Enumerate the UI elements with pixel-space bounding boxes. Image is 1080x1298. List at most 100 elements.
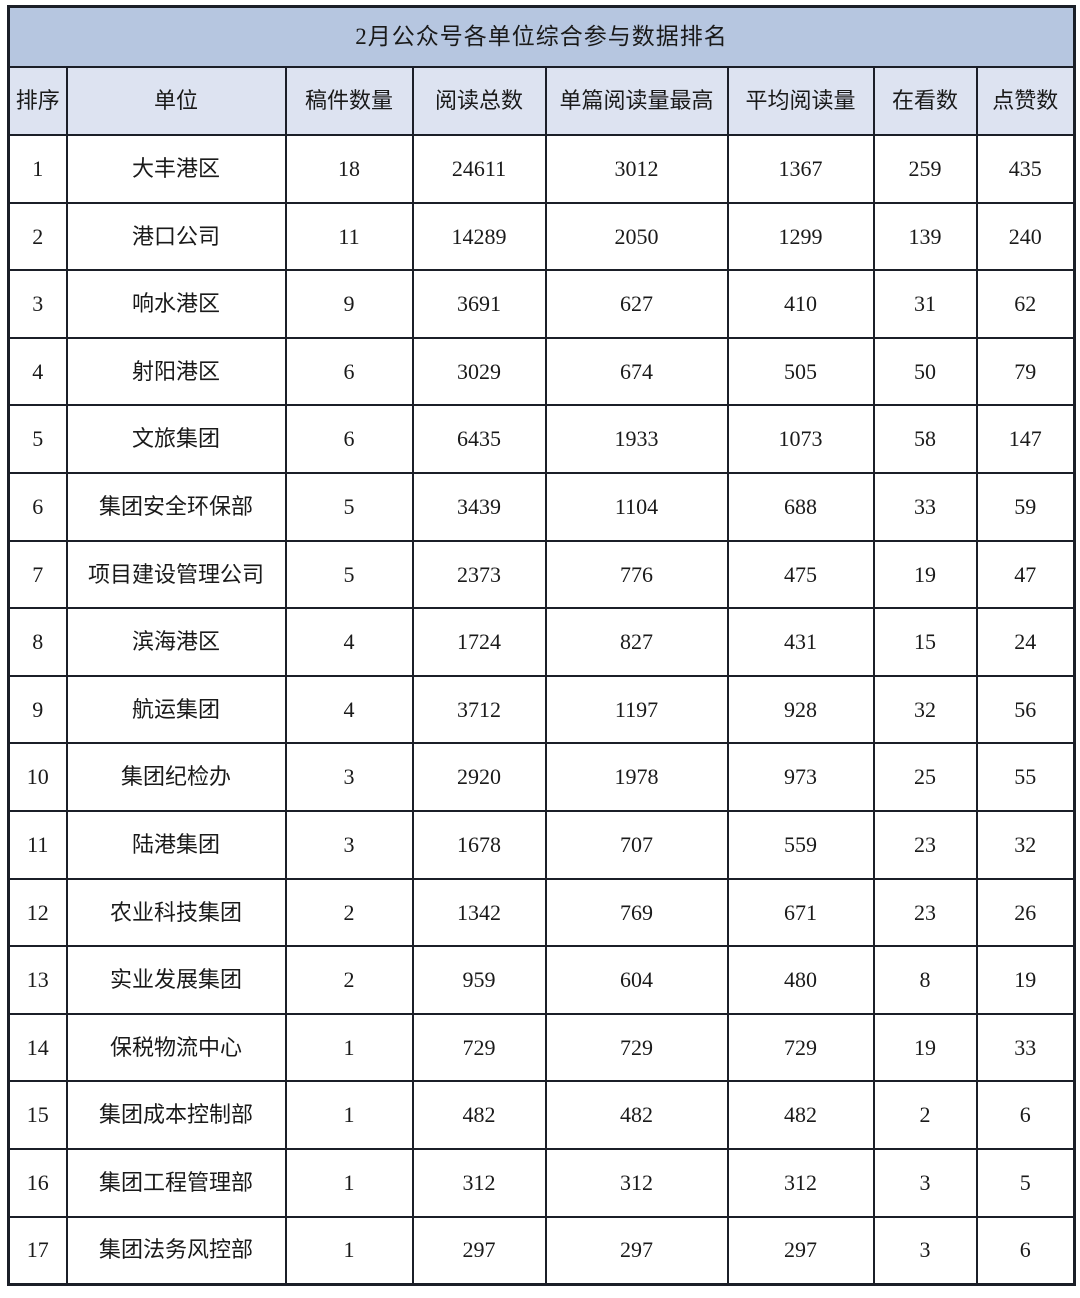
total-reads-cell: 297 xyxy=(411,1215,547,1286)
max-single-reads-cell: 482 xyxy=(544,1080,729,1150)
article-count-cell: 3 xyxy=(284,809,414,880)
article-count-cell: 2 xyxy=(284,877,414,948)
table-row: 4 射阳港区 6 3029 674 505 50 79 xyxy=(7,336,1076,407)
total-reads-cell: 2920 xyxy=(411,742,547,812)
article-count-cell: 11 xyxy=(284,201,414,272)
table-row: 17 集团法务风控部 1 297 297 297 3 6 xyxy=(7,1215,1076,1286)
like-count-cell: 6 xyxy=(975,1080,1076,1150)
rank-cell: 15 xyxy=(7,1080,68,1150)
unit-cell: 航运集团 xyxy=(65,674,287,745)
total-reads-cell: 312 xyxy=(411,1147,547,1218)
total-reads-cell: 14289 xyxy=(411,201,547,272)
max-single-reads-cell: 776 xyxy=(544,539,729,610)
wow-count-cell: 19 xyxy=(872,539,978,610)
table-row: 7 项目建设管理公司 5 2373 776 475 19 47 xyxy=(7,539,1076,610)
like-count-cell: 26 xyxy=(975,877,1076,948)
table-row: 11 陆港集团 3 1678 707 559 23 32 xyxy=(7,809,1076,880)
like-count-cell: 55 xyxy=(975,742,1076,812)
wow-count-cell: 259 xyxy=(872,134,978,204)
unit-cell: 保税物流中心 xyxy=(65,1012,287,1083)
table-row: 13 实业发展集团 2 959 604 480 8 19 xyxy=(7,945,1076,1015)
max-single-reads-cell: 1104 xyxy=(544,471,729,542)
ranking-table: 2月公众号各单位综合参与数据排名 排序 单位 稿件数量 阅读总数 单篇阅读量最高 平均阅读… xyxy=(7,5,1076,1286)
max-single-reads-cell: 627 xyxy=(544,269,729,339)
avg-reads-cell: 505 xyxy=(726,336,875,407)
column-header-wow-count: 在看数 xyxy=(872,66,978,136)
unit-cell: 项目建设管理公司 xyxy=(65,539,287,610)
unit-cell: 射阳港区 xyxy=(65,336,287,407)
unit-cell: 农业科技集团 xyxy=(65,877,287,948)
avg-reads-cell: 482 xyxy=(726,1080,875,1150)
article-count-cell: 1 xyxy=(284,1080,414,1150)
max-single-reads-cell: 1197 xyxy=(544,674,729,745)
avg-reads-cell: 312 xyxy=(726,1147,875,1218)
avg-reads-cell: 1073 xyxy=(726,404,875,474)
rank-cell: 6 xyxy=(7,471,68,542)
article-count-cell: 5 xyxy=(284,539,414,610)
table-row: 5 文旅集团 6 6435 1933 1073 58 147 xyxy=(7,404,1076,474)
like-count-cell: 62 xyxy=(975,269,1076,339)
table-row: 12 农业科技集团 2 1342 769 671 23 26 xyxy=(7,877,1076,948)
rank-cell: 9 xyxy=(7,674,68,745)
total-reads-cell: 729 xyxy=(411,1012,547,1083)
table-row: 15 集团成本控制部 1 482 482 482 2 6 xyxy=(7,1080,1076,1150)
like-count-cell: 19 xyxy=(975,945,1076,1015)
like-count-cell: 5 xyxy=(975,1147,1076,1218)
like-count-cell: 59 xyxy=(975,471,1076,542)
table-row: 3 响水港区 9 3691 627 410 31 62 xyxy=(7,269,1076,339)
table-row: 2 港口公司 11 14289 2050 1299 139 240 xyxy=(7,201,1076,272)
total-reads-cell: 1724 xyxy=(411,607,547,677)
article-count-cell: 1 xyxy=(284,1215,414,1286)
rank-cell: 10 xyxy=(7,742,68,812)
article-count-cell: 9 xyxy=(284,269,414,339)
total-reads-cell: 1342 xyxy=(411,877,547,948)
avg-reads-cell: 1299 xyxy=(726,201,875,272)
max-single-reads-cell: 827 xyxy=(544,607,729,677)
like-count-cell: 240 xyxy=(975,201,1076,272)
max-single-reads-cell: 297 xyxy=(544,1215,729,1286)
rank-cell: 13 xyxy=(7,945,68,1015)
avg-reads-cell: 475 xyxy=(726,539,875,610)
avg-reads-cell: 928 xyxy=(726,674,875,745)
wow-count-cell: 23 xyxy=(872,877,978,948)
wow-count-cell: 8 xyxy=(872,945,978,1015)
avg-reads-cell: 688 xyxy=(726,471,875,542)
max-single-reads-cell: 707 xyxy=(544,809,729,880)
max-single-reads-cell: 1978 xyxy=(544,742,729,812)
unit-cell: 实业发展集团 xyxy=(65,945,287,1015)
wow-count-cell: 23 xyxy=(872,809,978,880)
rank-cell: 12 xyxy=(7,877,68,948)
unit-cell: 集团法务风控部 xyxy=(65,1215,287,1286)
max-single-reads-cell: 1933 xyxy=(544,404,729,474)
max-single-reads-cell: 2050 xyxy=(544,201,729,272)
like-count-cell: 147 xyxy=(975,404,1076,474)
rank-cell: 7 xyxy=(7,539,68,610)
rank-cell: 17 xyxy=(7,1215,68,1286)
wow-count-cell: 33 xyxy=(872,471,978,542)
column-header-max-single-reads: 单篇阅读量最高 xyxy=(544,66,729,136)
unit-cell: 滨海港区 xyxy=(65,607,287,677)
avg-reads-cell: 297 xyxy=(726,1215,875,1286)
avg-reads-cell: 480 xyxy=(726,945,875,1015)
column-header-unit: 单位 xyxy=(65,66,287,136)
table-row: 9 航运集团 4 3712 1197 928 32 56 xyxy=(7,674,1076,745)
like-count-cell: 33 xyxy=(975,1012,1076,1083)
table-title: 2月公众号各单位综合参与数据排名 xyxy=(7,5,1076,68)
like-count-cell: 24 xyxy=(975,607,1076,677)
like-count-cell: 435 xyxy=(975,134,1076,204)
article-count-cell: 3 xyxy=(284,742,414,812)
total-reads-cell: 24611 xyxy=(411,134,547,204)
like-count-cell: 56 xyxy=(975,674,1076,745)
unit-cell: 陆港集团 xyxy=(65,809,287,880)
avg-reads-cell: 410 xyxy=(726,269,875,339)
column-header-rank: 排序 xyxy=(7,66,68,136)
column-header-like-count: 点赞数 xyxy=(975,66,1076,136)
wow-count-cell: 25 xyxy=(872,742,978,812)
rank-cell: 2 xyxy=(7,201,68,272)
total-reads-cell: 1678 xyxy=(411,809,547,880)
rank-cell: 14 xyxy=(7,1012,68,1083)
column-header-article-count: 稿件数量 xyxy=(284,66,414,136)
rank-cell: 3 xyxy=(7,269,68,339)
wow-count-cell: 3 xyxy=(872,1147,978,1218)
